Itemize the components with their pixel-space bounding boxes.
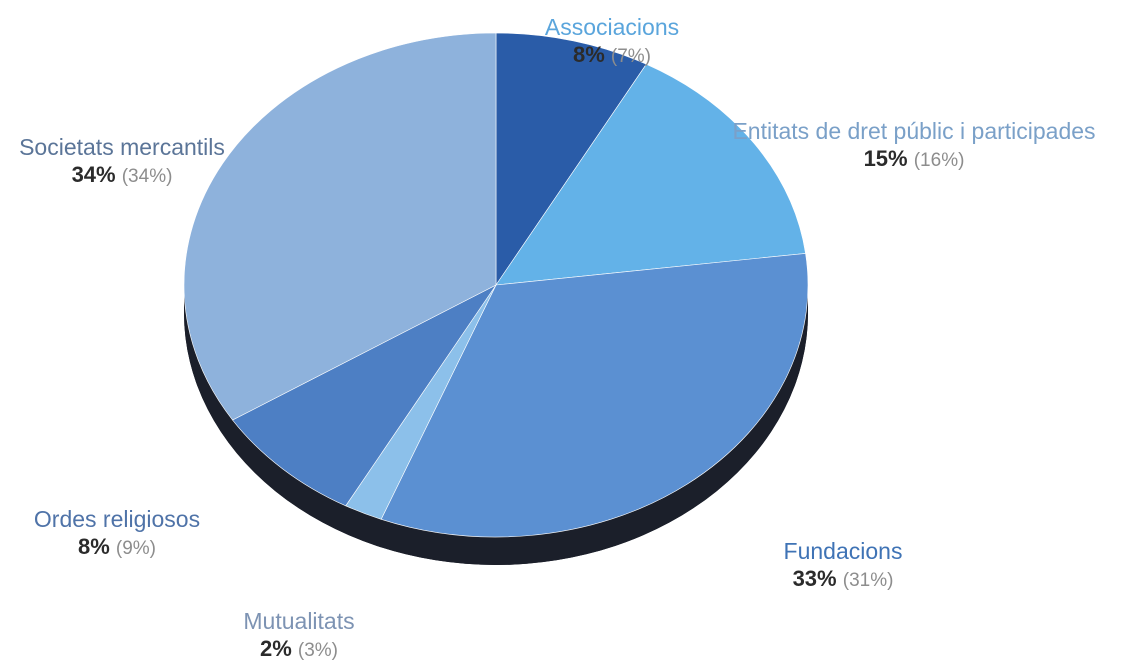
slice-label: Entitats de dret públic i participades (732, 118, 1095, 146)
label-ordes-religiosos: Ordes religiosos 8% (9%) (34, 506, 200, 560)
slice-previous: (3%) (298, 640, 338, 661)
slice-label: Fundacions (784, 538, 903, 566)
label-mutualitats: Mutualitats 2% (3%) (243, 608, 354, 662)
label-entitats: Entitats de dret públic i participades 1… (732, 118, 1095, 172)
slice-value: 15% (864, 146, 908, 171)
slice-label: Associacions (545, 14, 679, 42)
slice-previous: (31%) (843, 570, 894, 591)
slice-previous: (9%) (116, 538, 156, 559)
slice-previous: (34%) (122, 166, 173, 187)
label-societats-mercantils: Societats mercantils 34% (34%) (19, 134, 225, 188)
slice-value: 33% (793, 566, 837, 591)
slice-value: 2% (260, 636, 292, 661)
label-associacions: Associacions 8% (7%) (545, 14, 679, 68)
label-fundacions: Fundacions 33% (31%) (784, 538, 903, 592)
slice-label: Mutualitats (243, 608, 354, 636)
slice-value: 8% (573, 42, 605, 67)
pie-slices (184, 33, 808, 537)
slice-label: Ordes religiosos (34, 506, 200, 534)
slice-previous: (7%) (611, 46, 651, 67)
slice-value: 34% (72, 162, 116, 187)
slice-label: Societats mercantils (19, 134, 225, 162)
slice-previous: (16%) (914, 150, 965, 171)
slice-value: 8% (78, 534, 110, 559)
